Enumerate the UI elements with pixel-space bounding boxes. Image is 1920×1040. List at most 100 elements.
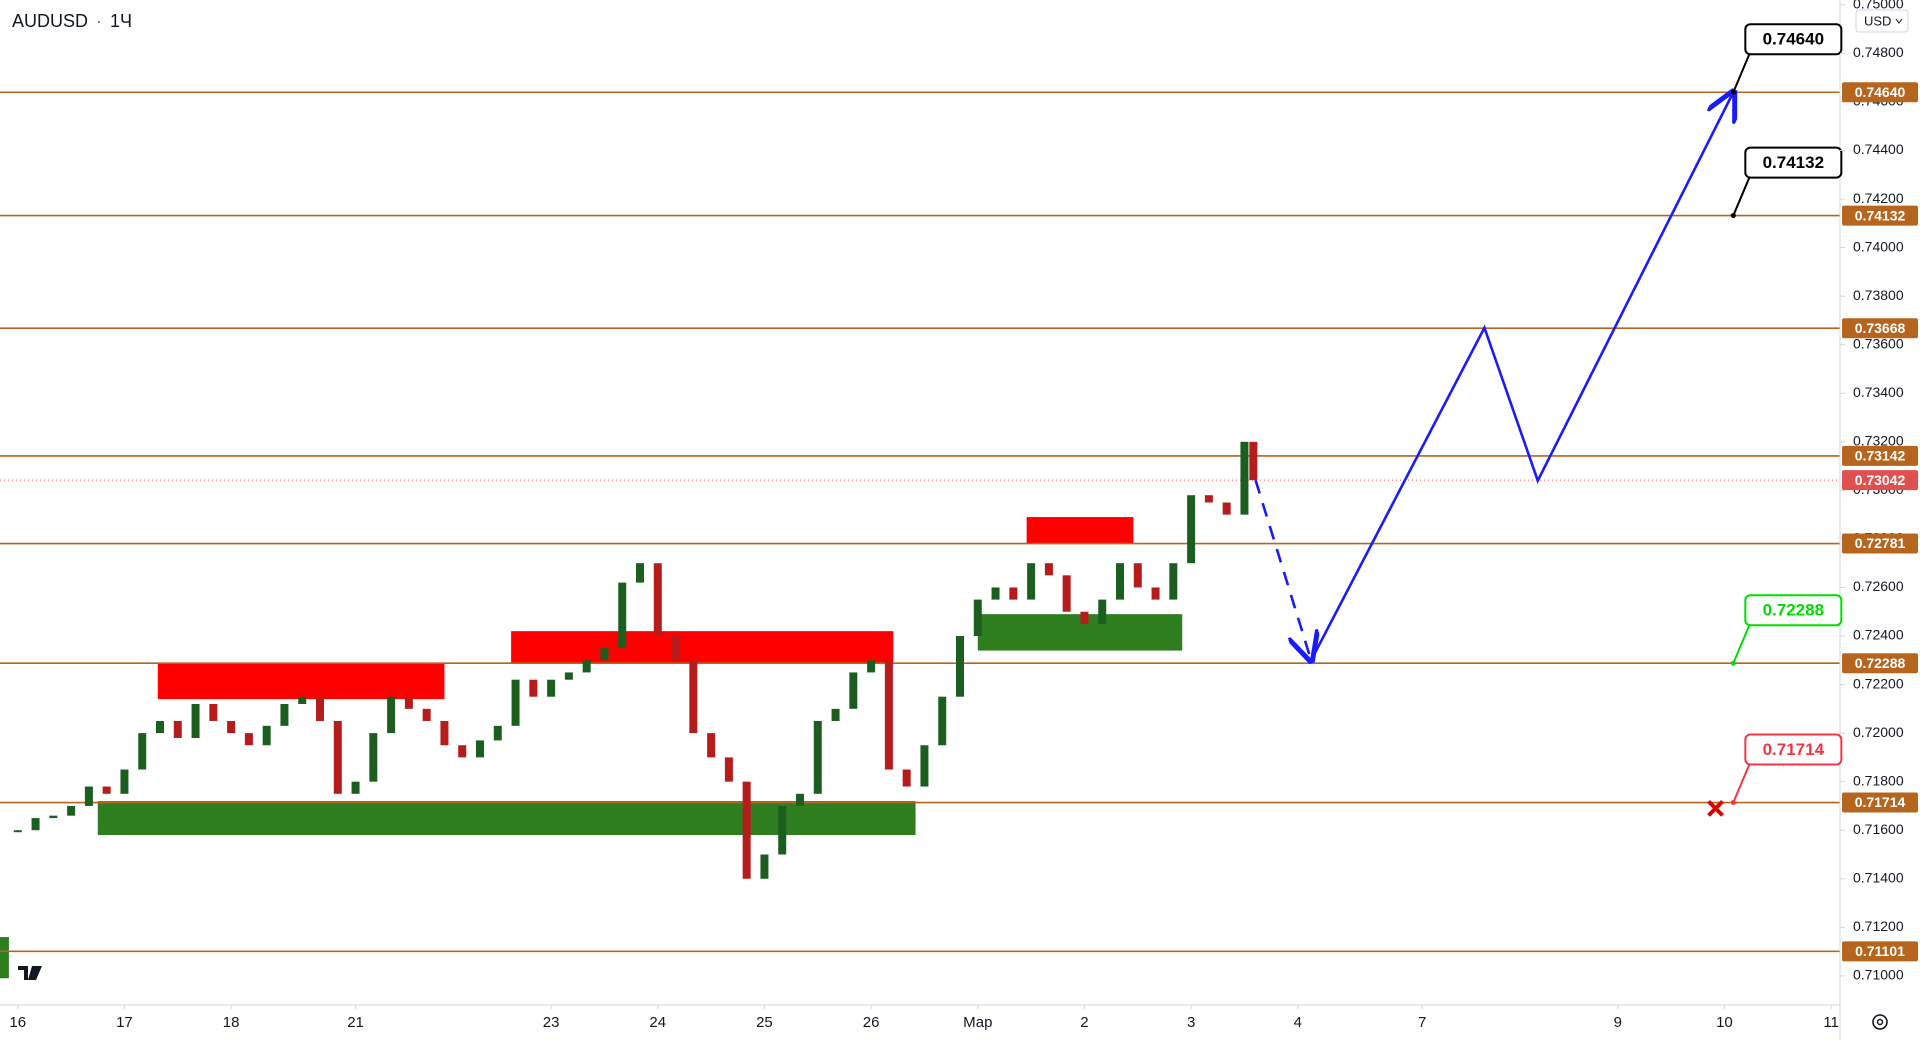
- x-tick-label: 26: [863, 1014, 880, 1031]
- x-tick-label: 9: [1614, 1014, 1622, 1031]
- y-tick-label: 0.72200: [1853, 675, 1904, 691]
- dot: ·: [96, 11, 102, 31]
- x-tick-label: Мар: [963, 1014, 992, 1031]
- zone: [977, 614, 1183, 651]
- candle: [796, 793, 804, 806]
- y-tick-label: 0.75000: [1853, 0, 1904, 12]
- candle: [262, 725, 271, 746]
- candle: [831, 708, 840, 721]
- callout-leader: [1732, 53, 1751, 93]
- candle: [884, 660, 893, 770]
- candle: [1044, 563, 1053, 576]
- candle: [369, 733, 378, 782]
- x-tick-label: 18: [223, 1014, 240, 1031]
- candle: [102, 786, 111, 794]
- candle: [849, 672, 858, 709]
- candle: [511, 679, 520, 726]
- current-price-tag: 0.73042: [1855, 472, 1906, 488]
- candle: [84, 786, 93, 806]
- currency-caret: [1895, 18, 1903, 24]
- candle: [529, 679, 538, 697]
- candle: [316, 696, 324, 721]
- y-tick-label: 0.73600: [1853, 335, 1904, 351]
- candle: [138, 733, 147, 770]
- candle: [689, 660, 698, 734]
- callout-point: [1730, 213, 1736, 219]
- candle: [333, 720, 342, 794]
- x-tick-label: 2: [1080, 1014, 1088, 1031]
- candle: [458, 745, 467, 758]
- level-tag: 0.74640: [1855, 84, 1906, 100]
- candle: [476, 740, 484, 758]
- candle: [778, 805, 787, 855]
- zone: [157, 662, 445, 700]
- x-tick-label: 23: [543, 1014, 560, 1031]
- zone: [1026, 517, 1134, 544]
- settings-icon[interactable]: [1872, 1014, 1888, 1030]
- forecast-path: [1254, 479, 1312, 660]
- level-tag-bg: [1842, 82, 1918, 103]
- callout-leader: [1732, 764, 1751, 803]
- x-tick-label: 11: [1823, 1014, 1839, 1031]
- level-tag-bg: [1842, 205, 1918, 226]
- currency[interactable]: USD: [1864, 13, 1891, 28]
- callout-label: 0.72288: [1763, 601, 1824, 620]
- candle: [1009, 587, 1018, 600]
- candle: [404, 696, 413, 709]
- candle: [1222, 502, 1231, 515]
- level-tag-bg: [1842, 445, 1918, 466]
- candle: [1240, 441, 1249, 515]
- candle: [1098, 599, 1107, 624]
- candle: [120, 769, 129, 794]
- callout-point: [1730, 660, 1736, 666]
- candle: [724, 757, 733, 782]
- candle: [1133, 563, 1142, 588]
- level-tag-bg: [1842, 792, 1918, 813]
- level-tag: 0.71714: [1855, 794, 1906, 810]
- candle: [67, 805, 76, 816]
- candle: [422, 708, 431, 721]
- x-tick-label: 25: [756, 1014, 773, 1031]
- callout-box: [1744, 146, 1843, 179]
- callout-label: 0.74132: [1763, 153, 1824, 172]
- candle: [49, 815, 58, 819]
- zone: [511, 631, 894, 663]
- candle: [298, 696, 307, 704]
- y-tick-label: 0.72400: [1853, 627, 1904, 643]
- candle: [973, 599, 982, 637]
- interval[interactable]: 1Ч: [110, 11, 132, 31]
- candle: [173, 720, 182, 738]
- y-tick-label: 0.74000: [1853, 238, 1904, 254]
- candle: [760, 854, 769, 879]
- plot-area: [0, 92, 1840, 979]
- forecast-path: [1309, 92, 1733, 661]
- candle: [1080, 611, 1089, 624]
- candle: [244, 733, 253, 746]
- callout-box: [1744, 23, 1843, 56]
- callout-box: [1744, 594, 1843, 627]
- level-tag: 0.74132: [1855, 207, 1906, 223]
- x-tick-label: 21: [347, 1014, 364, 1031]
- stop-marker: [1707, 799, 1724, 817]
- currency-button[interactable]: [1855, 9, 1909, 33]
- callout-point: [1730, 800, 1736, 806]
- level-tag: 0.73668: [1855, 320, 1906, 336]
- y-tick-label: 0.74200: [1853, 190, 1904, 206]
- x-tick-label: 3: [1187, 1014, 1195, 1031]
- candle: [991, 587, 1000, 600]
- callout-label: 0.74640: [1763, 30, 1824, 49]
- candle: [582, 660, 591, 673]
- tv-logo: [12, 957, 48, 989]
- y-tick-label: 0.73800: [1853, 287, 1904, 303]
- candle: [707, 733, 716, 758]
- candle: [191, 703, 200, 738]
- candle: [31, 818, 40, 831]
- candle: [156, 720, 164, 734]
- y-tick-label: 0.71000: [1853, 967, 1904, 983]
- candle: [1249, 441, 1258, 481]
- level-tag: 0.71101: [1855, 943, 1905, 959]
- x-tick-label: 16: [9, 1014, 26, 1031]
- level-tag-bg: [1842, 653, 1918, 674]
